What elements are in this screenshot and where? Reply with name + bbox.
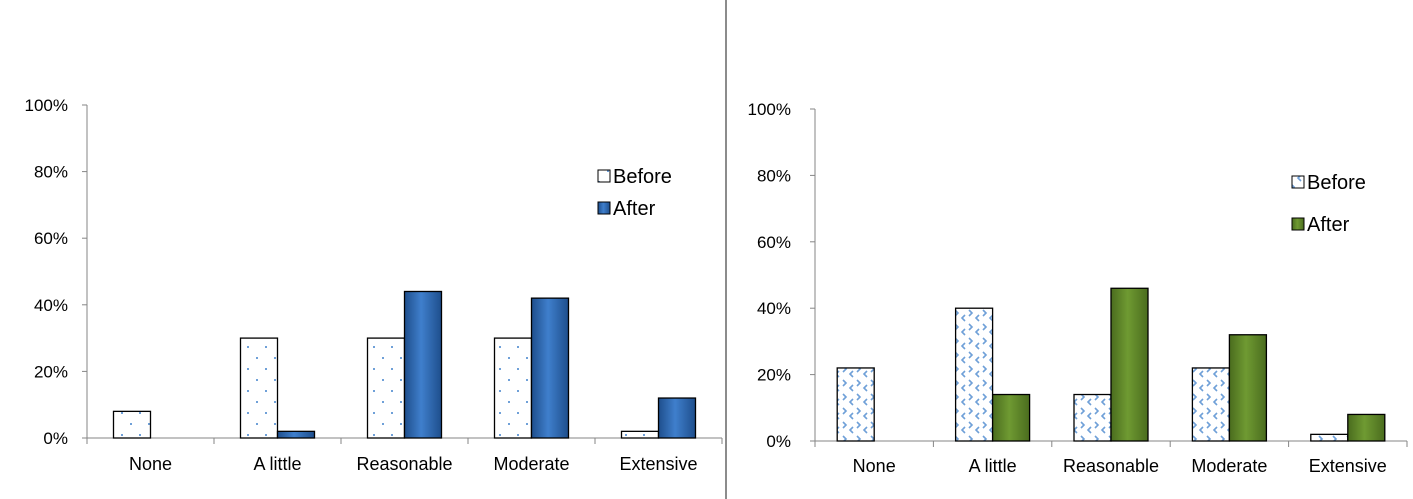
x-tick-label: Extensive <box>619 454 697 474</box>
legend-swatch-before <box>1291 175 1305 189</box>
x-tick-label: None <box>853 456 896 476</box>
x-tick-label: Reasonable <box>1063 456 1159 476</box>
legend-swatch-before <box>597 169 611 183</box>
y-tick-label: 100% <box>25 96 68 115</box>
y-tick-label: 80% <box>757 166 791 185</box>
bar-before-a-little <box>239 337 279 439</box>
bar-before-moderate <box>1191 367 1231 442</box>
x-tick-label: A little <box>969 456 1017 476</box>
legend-label-after: After <box>613 198 656 220</box>
bar-before-reasonable <box>1073 393 1112 442</box>
bar-before-moderate <box>493 337 533 439</box>
x-tick-label: Extensive <box>1309 456 1387 476</box>
legend-label-after: After <box>1307 214 1350 236</box>
bar-before-reasonable <box>366 337 406 439</box>
bar-after-a-little <box>991 393 1031 442</box>
bar-after-reasonable <box>1110 287 1149 442</box>
bar-chart-left: 0% 20% 40% 60% 80% 100% None A little Reasonable… <box>25 96 723 474</box>
bar-after-extensive <box>1347 413 1386 442</box>
y-tick-label: 40% <box>757 299 791 318</box>
y-tick-label: 40% <box>34 296 68 315</box>
bar-after-moderate <box>530 297 570 439</box>
y-tick-label: 80% <box>34 163 68 182</box>
x-tick-label: Moderate <box>493 454 569 474</box>
y-tick-label: 60% <box>34 229 68 248</box>
x-tick-label: A little <box>253 454 301 474</box>
y-tick-label: 100% <box>748 100 791 119</box>
y-tick-label: 0% <box>43 429 68 448</box>
chart-panel-left: 0% 20% 40% 60% 80% 100% None A little Reasonable… <box>25 0 727 499</box>
x-tick-label: Moderate <box>1191 456 1267 476</box>
bar-after-moderate <box>1228 334 1268 442</box>
bar-before-none <box>112 410 152 439</box>
bar-before-extensive <box>1310 433 1349 442</box>
y-tick-label: 0% <box>766 432 791 451</box>
bar-before-a-little <box>954 307 994 442</box>
x-tick-label: Reasonable <box>356 454 452 474</box>
y-tick-label: 20% <box>757 366 791 385</box>
legend-swatch-after <box>1291 217 1305 231</box>
legend-label-before: Before <box>1307 172 1366 194</box>
bar-chart-right: 0% 20% 40% 60% 80% 100% None A little Reasonable… <box>748 100 1408 476</box>
y-tick-label: 60% <box>757 233 791 252</box>
y-tick-label: 20% <box>34 362 68 381</box>
bar-before-none <box>836 367 875 442</box>
bar-after-reasonable <box>403 290 443 439</box>
bar-before-extensive <box>620 430 660 439</box>
chart-panel-right: 0% 20% 40% 60% 80% 100% None A little Reasonable… <box>729 0 1413 499</box>
legend-swatch-after <box>597 201 611 215</box>
bar-after-a-little <box>276 430 316 439</box>
bar-after-extensive <box>657 397 697 439</box>
x-tick-label: None <box>129 454 172 474</box>
legend-label-before: Before <box>613 166 672 188</box>
